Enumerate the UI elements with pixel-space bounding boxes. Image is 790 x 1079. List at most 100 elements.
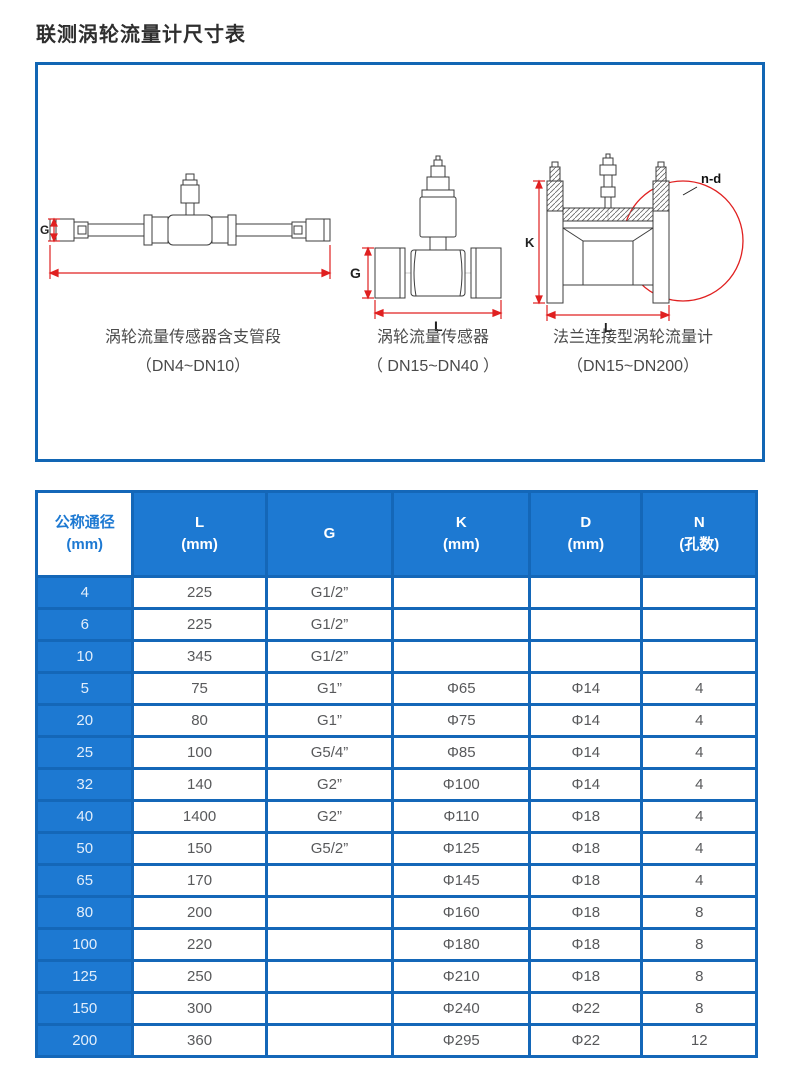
dimension-table-rows: 4 225 G1/2” 6 225 G1/2” 10 345 G1/2” 5 75 G1” Φ65 Φ14… bbox=[34, 575, 758, 1058]
caption-line1: 法兰连接型涡轮流量计 bbox=[552, 329, 713, 346]
caption-line2: （DN4~DN10） bbox=[135, 358, 251, 375]
cell-value: G5/2” bbox=[264, 831, 395, 866]
cell-value: Φ85 bbox=[391, 735, 532, 770]
cell-value: 8 bbox=[640, 895, 758, 930]
cell-value: G1/2” bbox=[264, 639, 395, 674]
header-line1: K bbox=[455, 514, 467, 531]
cell-nominal-diameter: 125 bbox=[34, 959, 135, 994]
cell-nominal-diameter: 50 bbox=[34, 831, 135, 866]
cell-value: 12 bbox=[640, 1023, 758, 1058]
cell-value: 4 bbox=[640, 735, 758, 770]
header-line1: N bbox=[693, 514, 705, 531]
header-line1: G bbox=[323, 525, 336, 542]
table-row: 150 300 Φ240 Φ22 8 bbox=[34, 991, 758, 1026]
cell-value: 100 bbox=[131, 735, 268, 770]
col-header-d: D (mm) bbox=[528, 490, 644, 578]
cell-value: 140 bbox=[131, 767, 268, 802]
cell-value bbox=[640, 639, 758, 674]
cell-value bbox=[264, 895, 395, 930]
cell-nominal-diameter: 32 bbox=[34, 767, 135, 802]
cell-value: Φ18 bbox=[528, 799, 644, 834]
caption-sensor-with-branch-pipe: 涡轮流量传感器含支管段 （DN4~DN10） bbox=[48, 325, 338, 380]
cell-value bbox=[264, 959, 395, 994]
cell-value: Φ18 bbox=[528, 831, 644, 866]
diagram-sensor-with-branch-pipe: G bbox=[40, 173, 332, 279]
cell-value: Φ14 bbox=[528, 735, 644, 770]
caption-line1: 涡轮流量传感器 bbox=[376, 329, 489, 346]
table-row: 100 220 Φ180 Φ18 8 bbox=[34, 927, 758, 962]
cell-value: 200 bbox=[131, 895, 268, 930]
col-header-l: L (mm) bbox=[131, 490, 268, 578]
cell-value: 345 bbox=[131, 639, 268, 674]
dim-label-g-small: G bbox=[40, 223, 49, 237]
cell-value: G1” bbox=[264, 703, 395, 738]
dim-label-nd: n-d bbox=[701, 171, 721, 186]
table-row: 80 200 Φ160 Φ18 8 bbox=[34, 895, 758, 930]
cell-value: Φ14 bbox=[528, 671, 644, 706]
diagram-threaded-sensor: G L bbox=[350, 155, 503, 333]
header-line1: 公称通径 bbox=[54, 514, 115, 531]
cell-value: Φ110 bbox=[391, 799, 532, 834]
cell-nominal-diameter: 6 bbox=[34, 607, 135, 642]
table-row: 10 345 G1/2” bbox=[34, 639, 758, 674]
caption-flanged-flowmeter: 法兰连接型涡轮流量计 （DN15~DN200） bbox=[523, 325, 743, 380]
cell-value bbox=[640, 607, 758, 642]
cell-nominal-diameter: 10 bbox=[34, 639, 135, 674]
cell-value: 4 bbox=[640, 831, 758, 866]
cell-nominal-diameter: 25 bbox=[34, 735, 135, 770]
cell-value: G2” bbox=[264, 799, 395, 834]
table-row: 4 225 G1/2” bbox=[34, 575, 758, 610]
cell-value: Φ65 bbox=[391, 671, 532, 706]
cell-value: 4 bbox=[640, 671, 758, 706]
table-row: 20 80 G1” Φ75 Φ14 4 bbox=[34, 703, 758, 738]
cell-value: Φ18 bbox=[528, 959, 644, 994]
cell-nominal-diameter: 20 bbox=[34, 703, 135, 738]
cell-value bbox=[391, 607, 532, 642]
cell-value: 150 bbox=[131, 831, 268, 866]
cell-value: Φ295 bbox=[391, 1023, 532, 1058]
table-row: 32 140 G2” Φ100 Φ14 4 bbox=[34, 767, 758, 802]
cell-value: Φ18 bbox=[528, 895, 644, 930]
cell-nominal-diameter: 65 bbox=[34, 863, 135, 898]
cell-value: G5/4” bbox=[264, 735, 395, 770]
cell-value bbox=[264, 991, 395, 1026]
table-row: 65 170 Φ145 Φ18 4 bbox=[34, 863, 758, 898]
cell-value: 300 bbox=[131, 991, 268, 1026]
cell-value: 4 bbox=[640, 863, 758, 898]
col-header-g: G bbox=[264, 490, 395, 578]
table-row: 25 100 G5/4” Φ85 Φ14 4 bbox=[34, 735, 758, 770]
cell-value bbox=[528, 575, 644, 610]
cell-value: Φ125 bbox=[391, 831, 532, 866]
cell-value: Φ100 bbox=[391, 767, 532, 802]
header-line2: (mm) bbox=[66, 536, 104, 553]
cell-value bbox=[640, 575, 758, 610]
cell-value: Φ210 bbox=[391, 959, 532, 994]
diagram-panel: G bbox=[35, 62, 765, 462]
col-header-k: K (mm) bbox=[391, 490, 532, 578]
table-row: 200 360 Φ295 Φ22 12 bbox=[34, 1023, 758, 1058]
cell-value bbox=[391, 575, 532, 610]
dimension-table: 公称通径 (mm) L (mm) G K (mm) D (mm) N (孔数) bbox=[34, 490, 758, 1058]
cell-value bbox=[264, 927, 395, 962]
cell-value: Φ240 bbox=[391, 991, 532, 1026]
cell-value: Φ18 bbox=[528, 927, 644, 962]
cell-value: Φ18 bbox=[528, 863, 644, 898]
cell-value: G1” bbox=[264, 671, 395, 706]
cell-value: 225 bbox=[131, 575, 268, 610]
header-line2: (孔数) bbox=[679, 536, 720, 553]
header-line1: D bbox=[580, 514, 592, 531]
cell-value: 250 bbox=[131, 959, 268, 994]
cell-value: 4 bbox=[640, 767, 758, 802]
cell-value: Φ160 bbox=[391, 895, 532, 930]
cell-value bbox=[528, 607, 644, 642]
table-header-row: 公称通径 (mm) L (mm) G K (mm) D (mm) N (孔数) bbox=[34, 490, 758, 578]
cell-value: 75 bbox=[131, 671, 268, 706]
cell-value bbox=[264, 1023, 395, 1058]
cell-value: 8 bbox=[640, 991, 758, 1026]
cell-nominal-diameter: 80 bbox=[34, 895, 135, 930]
cell-value: 4 bbox=[640, 703, 758, 738]
table-row: 40 1400 G2” Φ110 Φ18 4 bbox=[34, 799, 758, 834]
cell-value: Φ75 bbox=[391, 703, 532, 738]
cell-nominal-diameter: 150 bbox=[34, 991, 135, 1026]
cell-nominal-diameter: 200 bbox=[34, 1023, 135, 1058]
